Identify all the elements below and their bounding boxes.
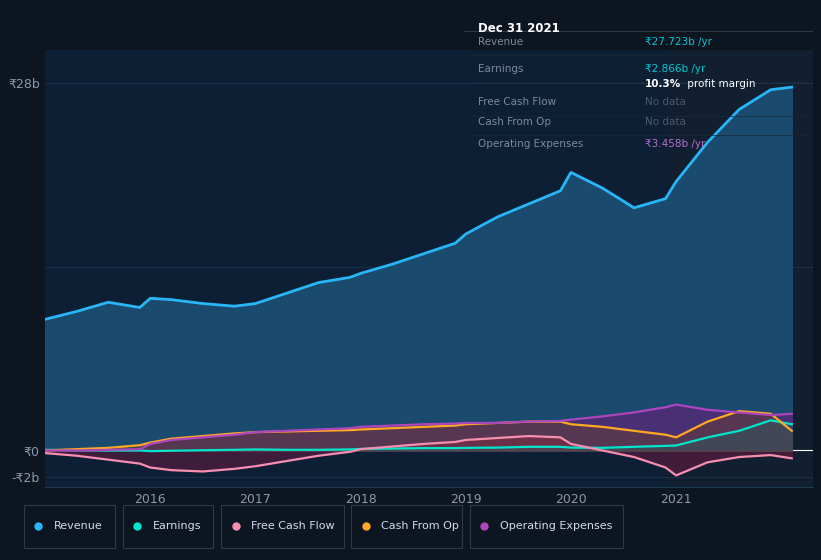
Text: Operating Expenses: Operating Expenses — [499, 521, 612, 531]
Bar — [667, 50, 813, 487]
FancyBboxPatch shape — [25, 505, 115, 548]
Text: Cash From Op: Cash From Op — [478, 117, 551, 127]
Text: Dec 31 2021: Dec 31 2021 — [478, 22, 560, 35]
Text: ₹3.458b /yr: ₹3.458b /yr — [645, 139, 706, 150]
Text: No data: No data — [645, 97, 686, 107]
Text: ₹27.723b /yr: ₹27.723b /yr — [645, 36, 713, 46]
Text: Operating Expenses: Operating Expenses — [478, 139, 583, 150]
Text: Revenue: Revenue — [54, 521, 103, 531]
Text: profit margin: profit margin — [684, 79, 755, 89]
Text: ₹2.866b /yr: ₹2.866b /yr — [645, 64, 706, 74]
Text: Cash From Op: Cash From Op — [381, 521, 459, 531]
Text: Free Cash Flow: Free Cash Flow — [478, 97, 556, 107]
FancyBboxPatch shape — [351, 505, 461, 548]
FancyBboxPatch shape — [123, 505, 213, 548]
Text: Earnings: Earnings — [478, 64, 523, 74]
FancyBboxPatch shape — [222, 505, 343, 548]
Text: 10.3%: 10.3% — [645, 79, 681, 89]
FancyBboxPatch shape — [470, 505, 623, 548]
Text: No data: No data — [645, 117, 686, 127]
Text: Free Cash Flow: Free Cash Flow — [251, 521, 335, 531]
Text: Earnings: Earnings — [153, 521, 201, 531]
Text: Revenue: Revenue — [478, 36, 523, 46]
